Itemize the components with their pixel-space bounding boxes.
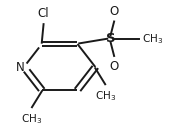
- Text: S: S: [106, 32, 115, 45]
- Text: Cl: Cl: [38, 7, 49, 20]
- Text: O: O: [109, 60, 119, 73]
- Text: O: O: [109, 5, 119, 18]
- Text: CH$_3$: CH$_3$: [21, 112, 42, 126]
- Text: N: N: [16, 60, 24, 74]
- Text: CH$_3$: CH$_3$: [142, 32, 163, 46]
- Text: CH$_3$: CH$_3$: [94, 89, 116, 103]
